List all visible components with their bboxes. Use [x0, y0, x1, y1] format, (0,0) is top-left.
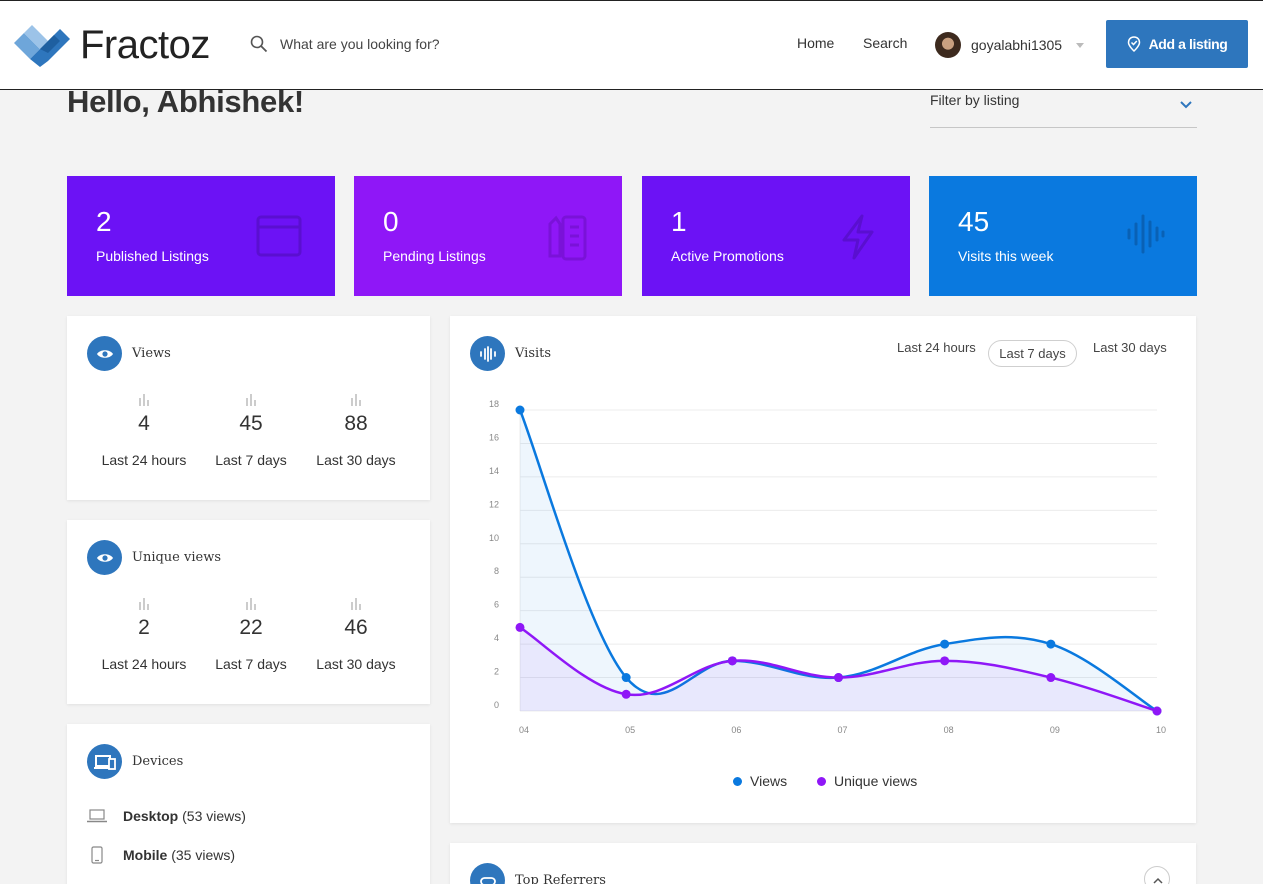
unique-views-panel: Unique views 2 Last 24 hours 22 Last 7 d…	[67, 520, 430, 704]
devices-panel: Devices Desktop (53 views) Mobile (35 vi…	[67, 724, 430, 884]
laptop-icon	[87, 809, 107, 823]
search-input[interactable]: What are you looking for?	[280, 36, 440, 52]
metric-last-30-days: 88 Last 30 days	[306, 394, 406, 468]
metric-last-7-days: 22 Last 7 days	[201, 598, 301, 672]
browser-window-icon	[256, 215, 302, 257]
legend-label: Views	[750, 773, 788, 789]
stat-card-visits[interactable]: 45 Visits this week	[929, 176, 1197, 296]
device-row-desktop: Desktop (53 views)	[87, 808, 246, 824]
chevron-down-icon[interactable]	[1179, 98, 1193, 112]
chevron-down-icon[interactable]	[1076, 42, 1085, 48]
search-icon	[250, 35, 268, 53]
metric-value: 46	[344, 616, 368, 639]
device-row-mobile: Mobile (35 views)	[87, 846, 235, 864]
avatar[interactable]	[935, 32, 961, 58]
soundwave-icon	[470, 336, 505, 371]
page-title: Hello, Abhishek!	[67, 84, 304, 119]
metric-value: 45	[239, 412, 263, 435]
metric-last-24-hours: 4 Last 24 hours	[94, 394, 194, 468]
stat-value: 2	[96, 206, 112, 237]
stat-label: Visits this week	[958, 248, 1054, 264]
add-listing-button[interactable]: Add a listing	[1106, 20, 1248, 68]
bar-chart-icon	[139, 598, 149, 610]
devices-icon	[87, 744, 122, 779]
bar-chart-icon	[351, 394, 361, 406]
search-bar[interactable]: What are you looking for?	[250, 35, 440, 53]
close-icon	[1153, 877, 1163, 884]
panel-title: Visits	[515, 346, 552, 361]
panel-title: Devices	[132, 754, 184, 769]
metric-value: 22	[239, 616, 263, 639]
mobile-phone-icon	[91, 846, 103, 864]
top-navbar: Fractoz What are you looking for? Home S…	[0, 0, 1263, 90]
views-panel: Views 4 Last 24 hours 45 Last 7 days 88 …	[67, 316, 430, 500]
device-count: (53 views)	[182, 808, 246, 824]
bar-chart-icon	[139, 394, 149, 406]
legend-dot	[733, 776, 742, 786]
metric-last-7-days: 45 Last 7 days	[201, 394, 301, 468]
metric-label: Last 7 days	[215, 656, 287, 672]
stat-card-promotions[interactable]: 1 Active Promotions	[642, 176, 910, 296]
nav-home-link[interactable]: Home	[797, 35, 835, 51]
notepad-pencil-icon	[548, 215, 587, 261]
panel-title: Views	[132, 346, 171, 361]
metric-value: 4	[138, 412, 150, 435]
user-menu[interactable]: goyalabhi1305	[935, 32, 1085, 58]
metric-label: Last 30 days	[316, 656, 396, 672]
device-name: Mobile	[123, 847, 168, 863]
username[interactable]: goyalabhi1305	[971, 37, 1063, 53]
device-name: Desktop	[123, 808, 179, 824]
legend-unique-views[interactable]: Unique views	[817, 773, 917, 789]
metric-label: Last 24 hours	[101, 452, 187, 468]
bar-chart-icon	[246, 598, 256, 610]
metric-value: 88	[344, 412, 368, 435]
panel-title: Unique views	[132, 550, 222, 565]
filter-by-listing-select[interactable]: Filter by listing	[930, 92, 1197, 128]
stat-label: Pending Listings	[383, 248, 486, 264]
eye-icon	[87, 336, 122, 371]
stat-value: 45	[958, 206, 990, 237]
range-last-30-days[interactable]: Last 30 days	[1093, 340, 1167, 355]
legend-views[interactable]: Views	[733, 773, 787, 789]
device-count: (35 views)	[171, 847, 236, 863]
stat-label: Active Promotions	[671, 248, 784, 264]
logo-text: Fractoz	[80, 23, 210, 67]
stat-card-published[interactable]: 2 Published Listings	[67, 176, 335, 296]
soundwave-icon	[1127, 214, 1165, 254]
metric-last-30-days: 46 Last 30 days	[306, 598, 406, 672]
top-referrers-panel: Top Referrers	[450, 843, 1196, 884]
metric-label: Last 7 days	[215, 452, 287, 468]
link-icon	[470, 863, 505, 884]
metric-last-24-hours: 2 Last 24 hours	[94, 598, 194, 672]
legend-label: Unique views	[834, 773, 918, 789]
fractoz-logo-icon	[14, 24, 70, 67]
visits-panel: Visits	[450, 316, 1196, 823]
range-last-7-days[interactable]: Last 7 days	[988, 340, 1077, 367]
bar-chart-icon	[246, 394, 256, 406]
lightning-icon	[842, 214, 874, 260]
bar-chart-icon	[351, 598, 361, 610]
map-pin-icon	[1127, 36, 1140, 52]
range-last-24-hours[interactable]: Last 24 hours	[897, 340, 976, 355]
panel-title: Top Referrers	[515, 873, 606, 884]
filter-label: Filter by listing	[930, 92, 1020, 108]
stat-label: Published Listings	[96, 248, 209, 264]
stat-value: 0	[383, 206, 399, 237]
metric-value: 2	[138, 616, 150, 639]
metric-label: Last 24 hours	[101, 656, 187, 672]
nav-search-link[interactable]: Search	[863, 35, 908, 51]
eye-icon	[87, 540, 122, 575]
stat-card-pending[interactable]: 0 Pending Listings	[354, 176, 622, 296]
add-listing-label: Add a listing	[1148, 36, 1228, 52]
legend-dot	[817, 776, 826, 786]
collapse-button[interactable]	[1144, 866, 1170, 884]
metric-label: Last 30 days	[316, 452, 396, 468]
stat-value: 1	[671, 206, 687, 237]
logo[interactable]: Fractoz	[14, 23, 210, 68]
